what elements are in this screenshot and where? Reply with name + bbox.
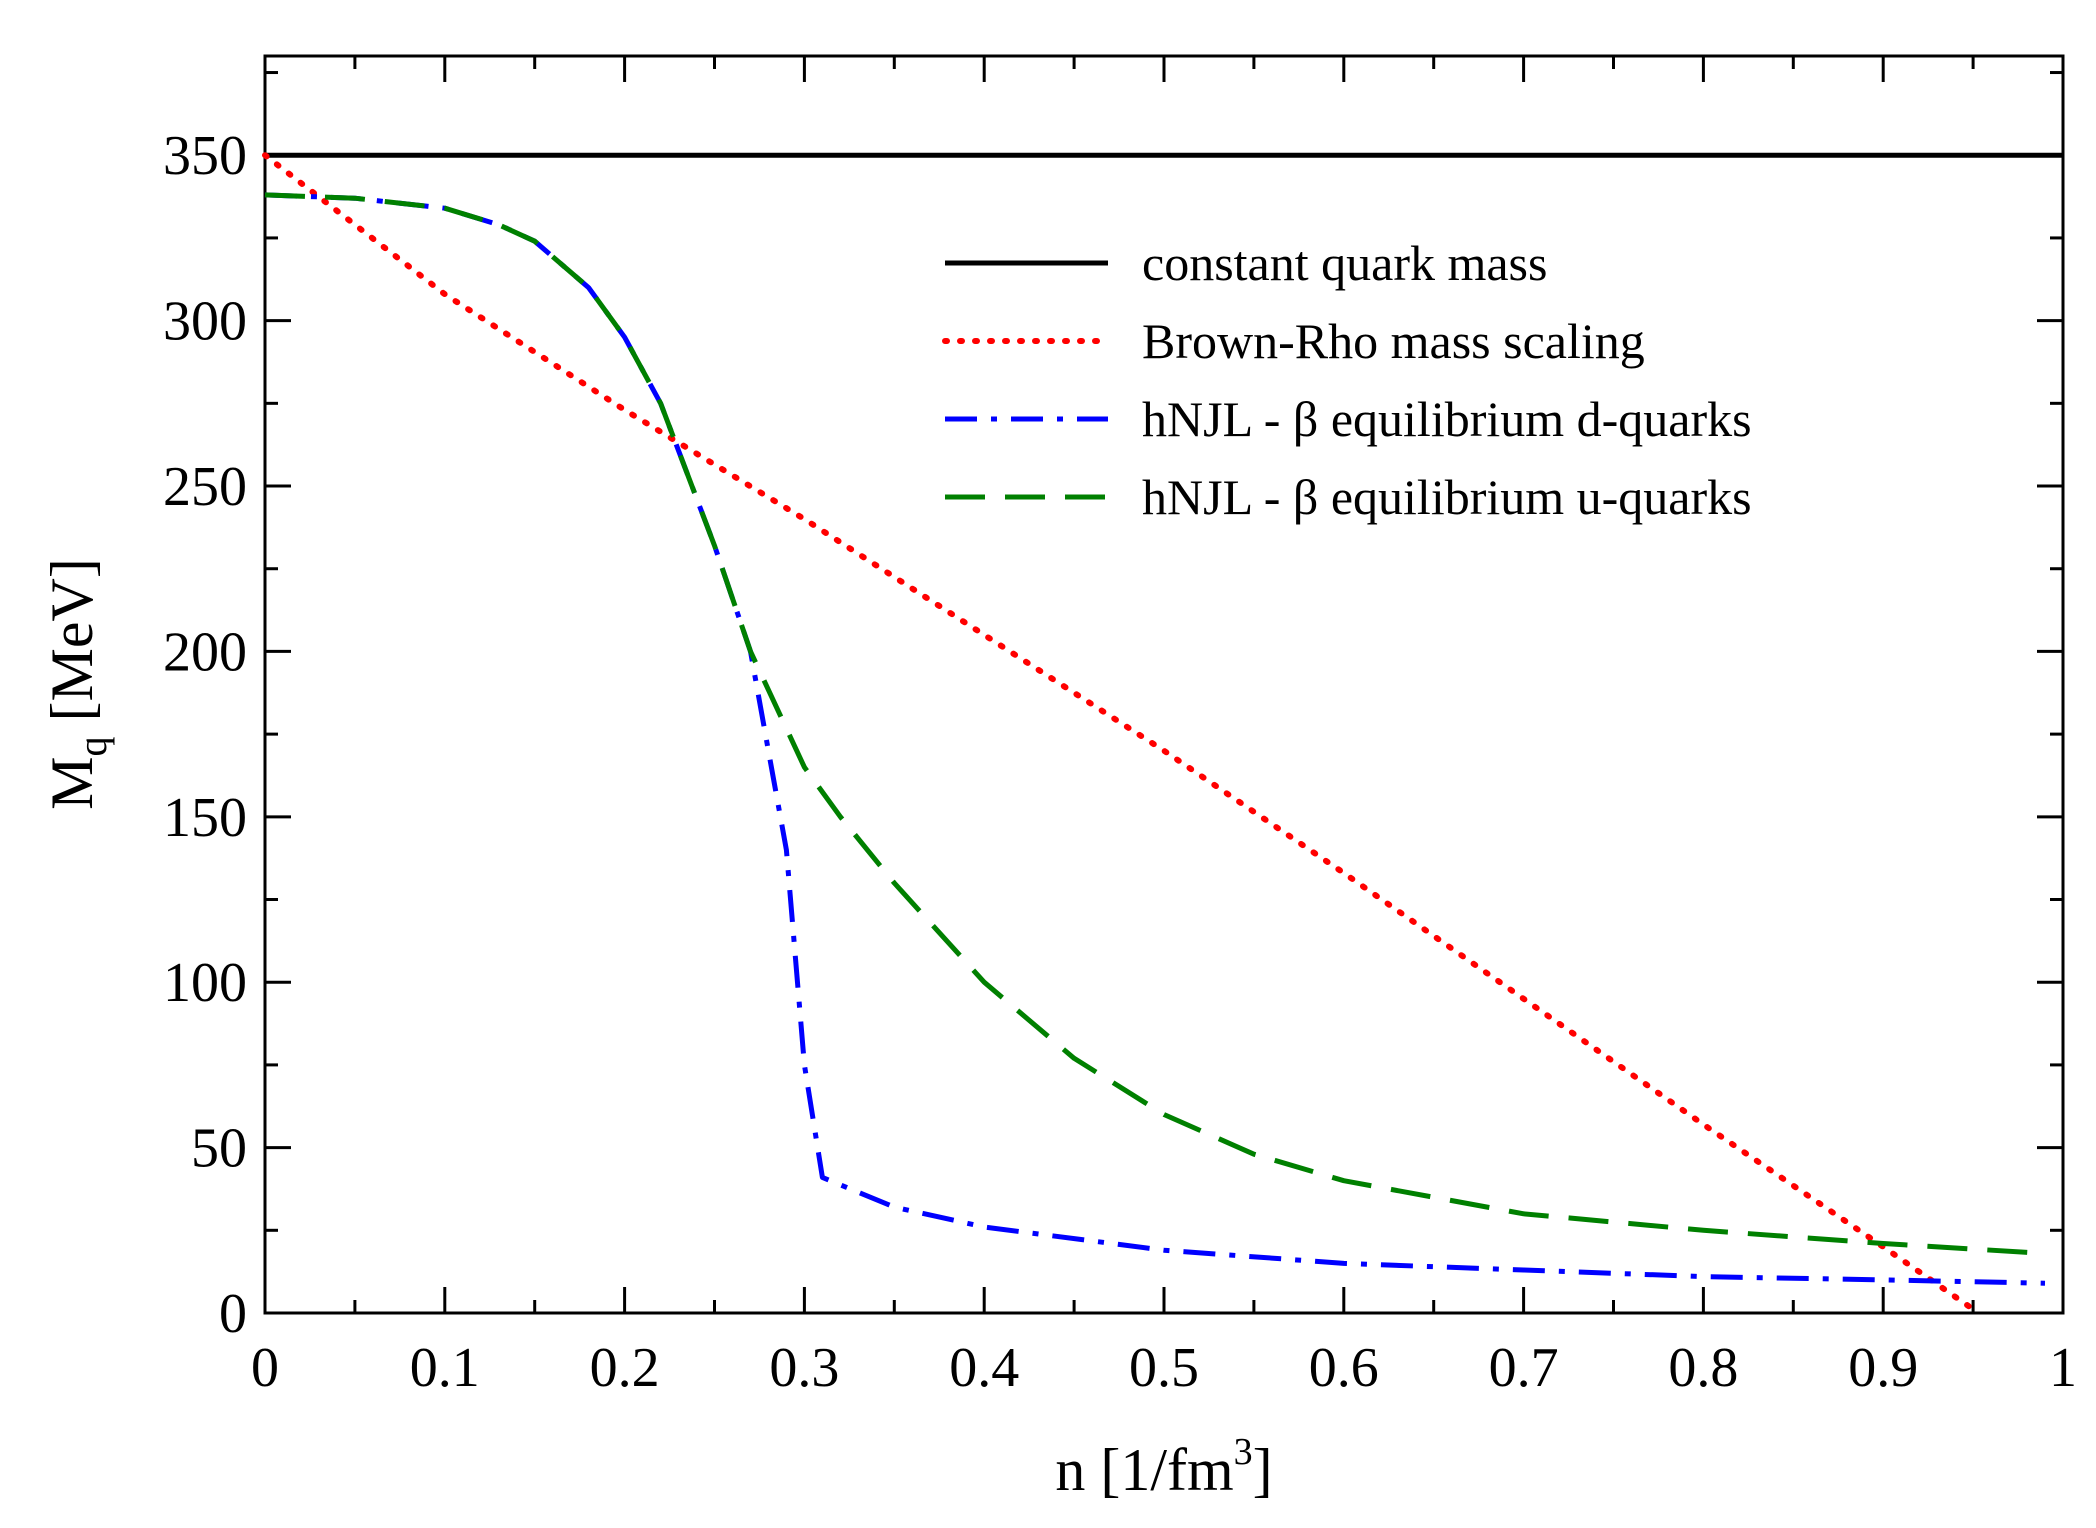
x-axis-label: n [1/fm3]: [1055, 1431, 1272, 1503]
y-tick-label: 150: [163, 787, 247, 849]
x-tick-label: 0.6: [1309, 1337, 1379, 1399]
legend-label-2: hNJL - β equilibrium d-quarks: [1142, 391, 1752, 447]
x-tick-label: 0.5: [1129, 1337, 1199, 1399]
x-tick-label: 0.3: [769, 1337, 839, 1399]
y-axis-ticks: 0 50 100 150 200 250 300 350: [163, 71, 2063, 1345]
series-line-1: [262, 152, 1982, 1316]
legend-label-1: Brown-Rho mass scaling: [1142, 313, 1645, 369]
x-tick-label: 0.9: [1848, 1337, 1918, 1399]
y-axis-label: Mq [MeV]: [39, 558, 115, 810]
x-tick-label: 0.2: [590, 1337, 660, 1399]
x-tick-label: 0.1: [410, 1337, 480, 1399]
y-tick-label: 50: [191, 1118, 247, 1180]
series-line-3: [264, 192, 2046, 1256]
x-axis-label-close: ]: [1253, 1437, 1273, 1503]
x-tick-label: 1: [2049, 1337, 2077, 1399]
y-tick-label: 350: [163, 125, 247, 187]
x-axis-ticks: 0 0.1 0.2 0.3 0.4 0.5 0.6 0.7 0.8 0.9 1: [251, 56, 2077, 1399]
y-tick-label: 300: [163, 291, 247, 353]
legend-label-0: constant quark mass: [1142, 235, 1547, 291]
y-tick-label: 250: [163, 456, 247, 518]
y-tick-label: 200: [163, 621, 247, 683]
y-axis-label-subscript: q: [70, 736, 115, 756]
y-tick-label: 0: [219, 1283, 247, 1345]
x-tick-label: 0.8: [1668, 1337, 1738, 1399]
x-tick-label: 0: [251, 1337, 279, 1399]
series-lines: [262, 152, 2063, 1316]
y-tick-label: 100: [163, 952, 247, 1014]
y-axis-label-rest: [MeV]: [39, 558, 105, 736]
x-tick-label: 0.7: [1489, 1337, 1559, 1399]
legend: constant quark mass Brown-Rho mass scalin…: [942, 235, 1752, 525]
x-tick-label: 0.4: [949, 1337, 1019, 1399]
x-axis-label-superscript: 3: [1234, 1431, 1253, 1473]
legend-label-3: hNJL - β equilibrium u-quarks: [1142, 469, 1752, 525]
